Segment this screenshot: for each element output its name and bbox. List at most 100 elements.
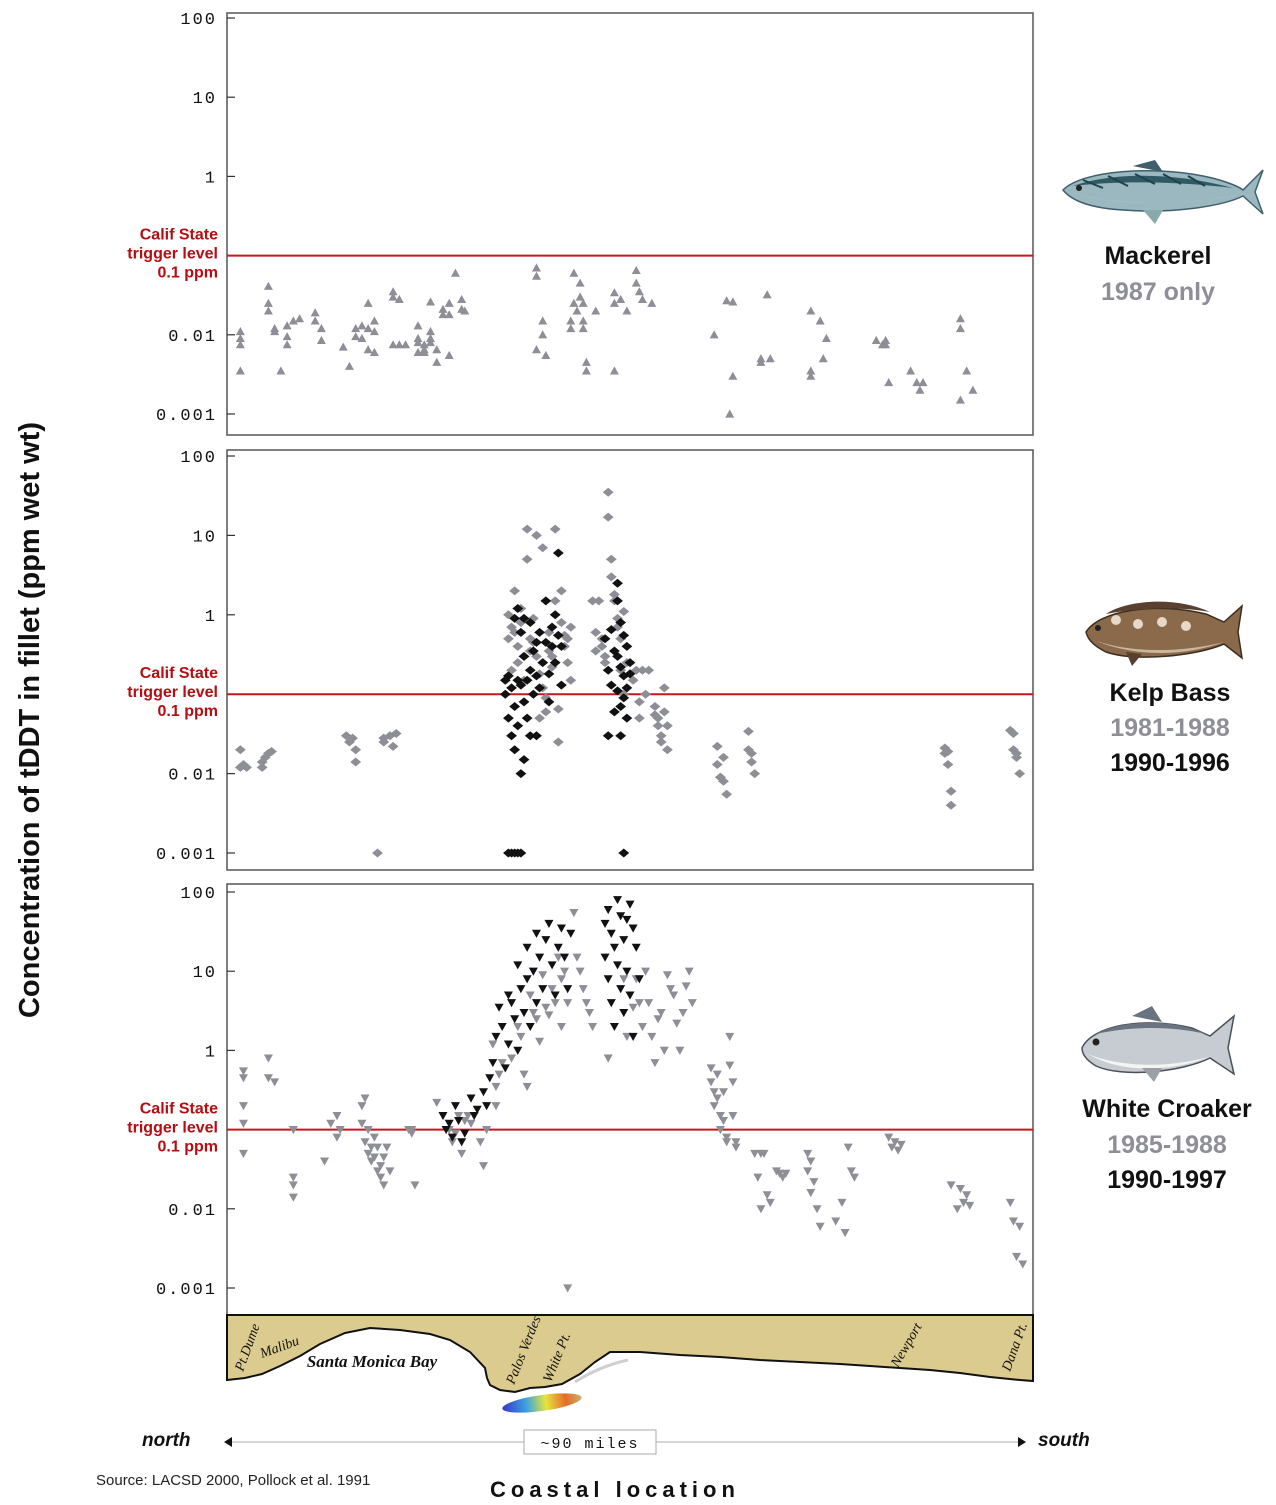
mackerel-y-tick-label: 0.01 [168, 328, 217, 347]
kelp-bass-data-point [537, 658, 549, 668]
white-croaker-data-point [373, 1143, 383, 1152]
mackerel-data-point [728, 371, 738, 380]
white-croaker-data-point [531, 1015, 541, 1024]
white-croaker-data-point [709, 1102, 719, 1111]
white-croaker-data-point [781, 1169, 791, 1178]
kelp-bass-data-point [552, 630, 564, 640]
mackerel-data-point [538, 330, 548, 339]
white-croaker-data-point [288, 1181, 298, 1190]
mackerel-data-point [578, 298, 588, 307]
white-croaker-data-point [619, 975, 629, 984]
white-croaker-data-point [466, 1119, 476, 1128]
white-croaker-series-1985-1988 [238, 908, 1028, 1293]
legend-white-croaker: White Croaker 1985-1988 1990-1997 [1082, 1095, 1252, 1194]
kelp-bass-data-point [605, 625, 617, 635]
kelp-bass-data-point [587, 596, 598, 606]
kelp-bass-data-point [640, 689, 651, 699]
kelp-bass-data-point [521, 554, 533, 564]
white-croaker-data-point [503, 1040, 513, 1049]
direction-axis: north south ~90 miles [142, 1429, 1090, 1455]
white-croaker-data-point [500, 1064, 510, 1073]
kelp-bass-data-point [556, 641, 567, 651]
kelp-bass-data-point [549, 610, 561, 620]
mackerel-data-point [369, 327, 379, 336]
white-croaker-data-point [457, 1138, 467, 1147]
kelp-bass-data-point [503, 634, 514, 644]
white-croaker-data-point [846, 1167, 856, 1176]
white-croaker-data-point [472, 1105, 482, 1114]
white-croaker-trigger-label: 0.1 ppm [158, 1139, 218, 1156]
kelp-bass-data-point [372, 848, 383, 858]
white-croaker-data-point [849, 1173, 859, 1182]
kelp-bass-data-point [524, 731, 536, 741]
white-croaker-data-point [550, 999, 560, 1008]
period-label-white-croaker-early: 1985-1988 [1107, 1131, 1227, 1159]
white-croaker-data-point [531, 999, 541, 1008]
white-croaker-data-point [806, 1157, 816, 1166]
mackerel-data-point [263, 306, 273, 315]
white-croaker-data-point [519, 1070, 529, 1079]
mackerel-data-point [955, 324, 965, 333]
mackerel-data-point [818, 354, 828, 363]
mackerel-data-point [541, 350, 551, 359]
mackerel-data-point [363, 324, 373, 333]
mackerel-data-point [363, 298, 373, 307]
kelp-bass-data-point [515, 627, 527, 637]
mackerel-data-point [531, 271, 541, 280]
kelp-bass-data-point [662, 721, 673, 731]
kelp-bass-y-tick-label: 0.01 [168, 767, 217, 786]
mackerel-data-point [235, 333, 245, 343]
white-croaker-data-point [366, 1143, 376, 1152]
white-croaker-data-point [616, 912, 626, 921]
mackerel-data-point [310, 316, 320, 325]
white-croaker-data-point [563, 999, 573, 1008]
white-croaker-data-point [603, 975, 613, 984]
white-croaker-data-point [753, 1173, 763, 1182]
kelp-bass-data-point [633, 697, 645, 707]
kelp-bass-data-point [350, 757, 362, 767]
white-croaker-data-point [1015, 1222, 1025, 1231]
white-croaker-data-point [550, 991, 560, 1000]
white-croaker-data-point [731, 1143, 741, 1152]
kelp-bass-data-point [234, 745, 246, 755]
white-croaker-data-point [647, 1032, 657, 1041]
white-croaker-data-point [1018, 1260, 1028, 1269]
mackerel-data-point [581, 366, 591, 375]
white-croaker-data-point [759, 1149, 769, 1158]
kelp-bass-data-point [655, 731, 667, 741]
white-croaker-data-point [507, 1054, 517, 1063]
white-croaker-data-point [1005, 1198, 1015, 1208]
white-croaker-data-point [812, 1205, 822, 1214]
kelp-bass-y-tick-label: 100 [180, 449, 217, 468]
mackerel-data-point [538, 316, 548, 325]
white-croaker-data-point [803, 1149, 813, 1158]
santa-monica-bay-label: Santa Monica Bay [307, 1352, 438, 1371]
white-croaker-data-point [553, 953, 563, 962]
kelp-bass-data-point [621, 683, 633, 693]
white-croaker-data-point [547, 985, 557, 994]
kelp-bass-data-point [543, 697, 555, 707]
white-croaker-data-point [762, 1191, 772, 1200]
kelp-bass-data-point [945, 800, 957, 810]
kelp-bass-data-point [612, 578, 623, 588]
mackerel-data-point [709, 330, 719, 339]
white-croaker-data-point [335, 1126, 345, 1135]
mackerel-data-point [276, 366, 286, 375]
mackerel-data-point [426, 297, 435, 306]
kelp-bass-data-point [527, 689, 539, 699]
white-croaker-data-point [893, 1146, 903, 1155]
white-croaker-data-point [379, 1153, 389, 1162]
mackerel-data-point [815, 316, 825, 325]
kelp-bass-data-point [266, 746, 277, 756]
mackerel-data-point [821, 333, 831, 343]
kelp-bass-data-point [718, 752, 729, 762]
white-croaker-data-point [965, 1201, 975, 1211]
white-croaker-data-point [494, 1070, 504, 1079]
kelp-bass-data-point [549, 658, 561, 668]
mackerel-data-point [419, 340, 429, 349]
white-croaker-data-point [503, 991, 513, 1000]
white-croaker-data-point [715, 1126, 725, 1135]
kelp-bass-y-tick-label: 0.001 [156, 846, 217, 865]
kelp-bass-data-point [506, 683, 517, 693]
kelp-bass-data-point [549, 524, 561, 534]
